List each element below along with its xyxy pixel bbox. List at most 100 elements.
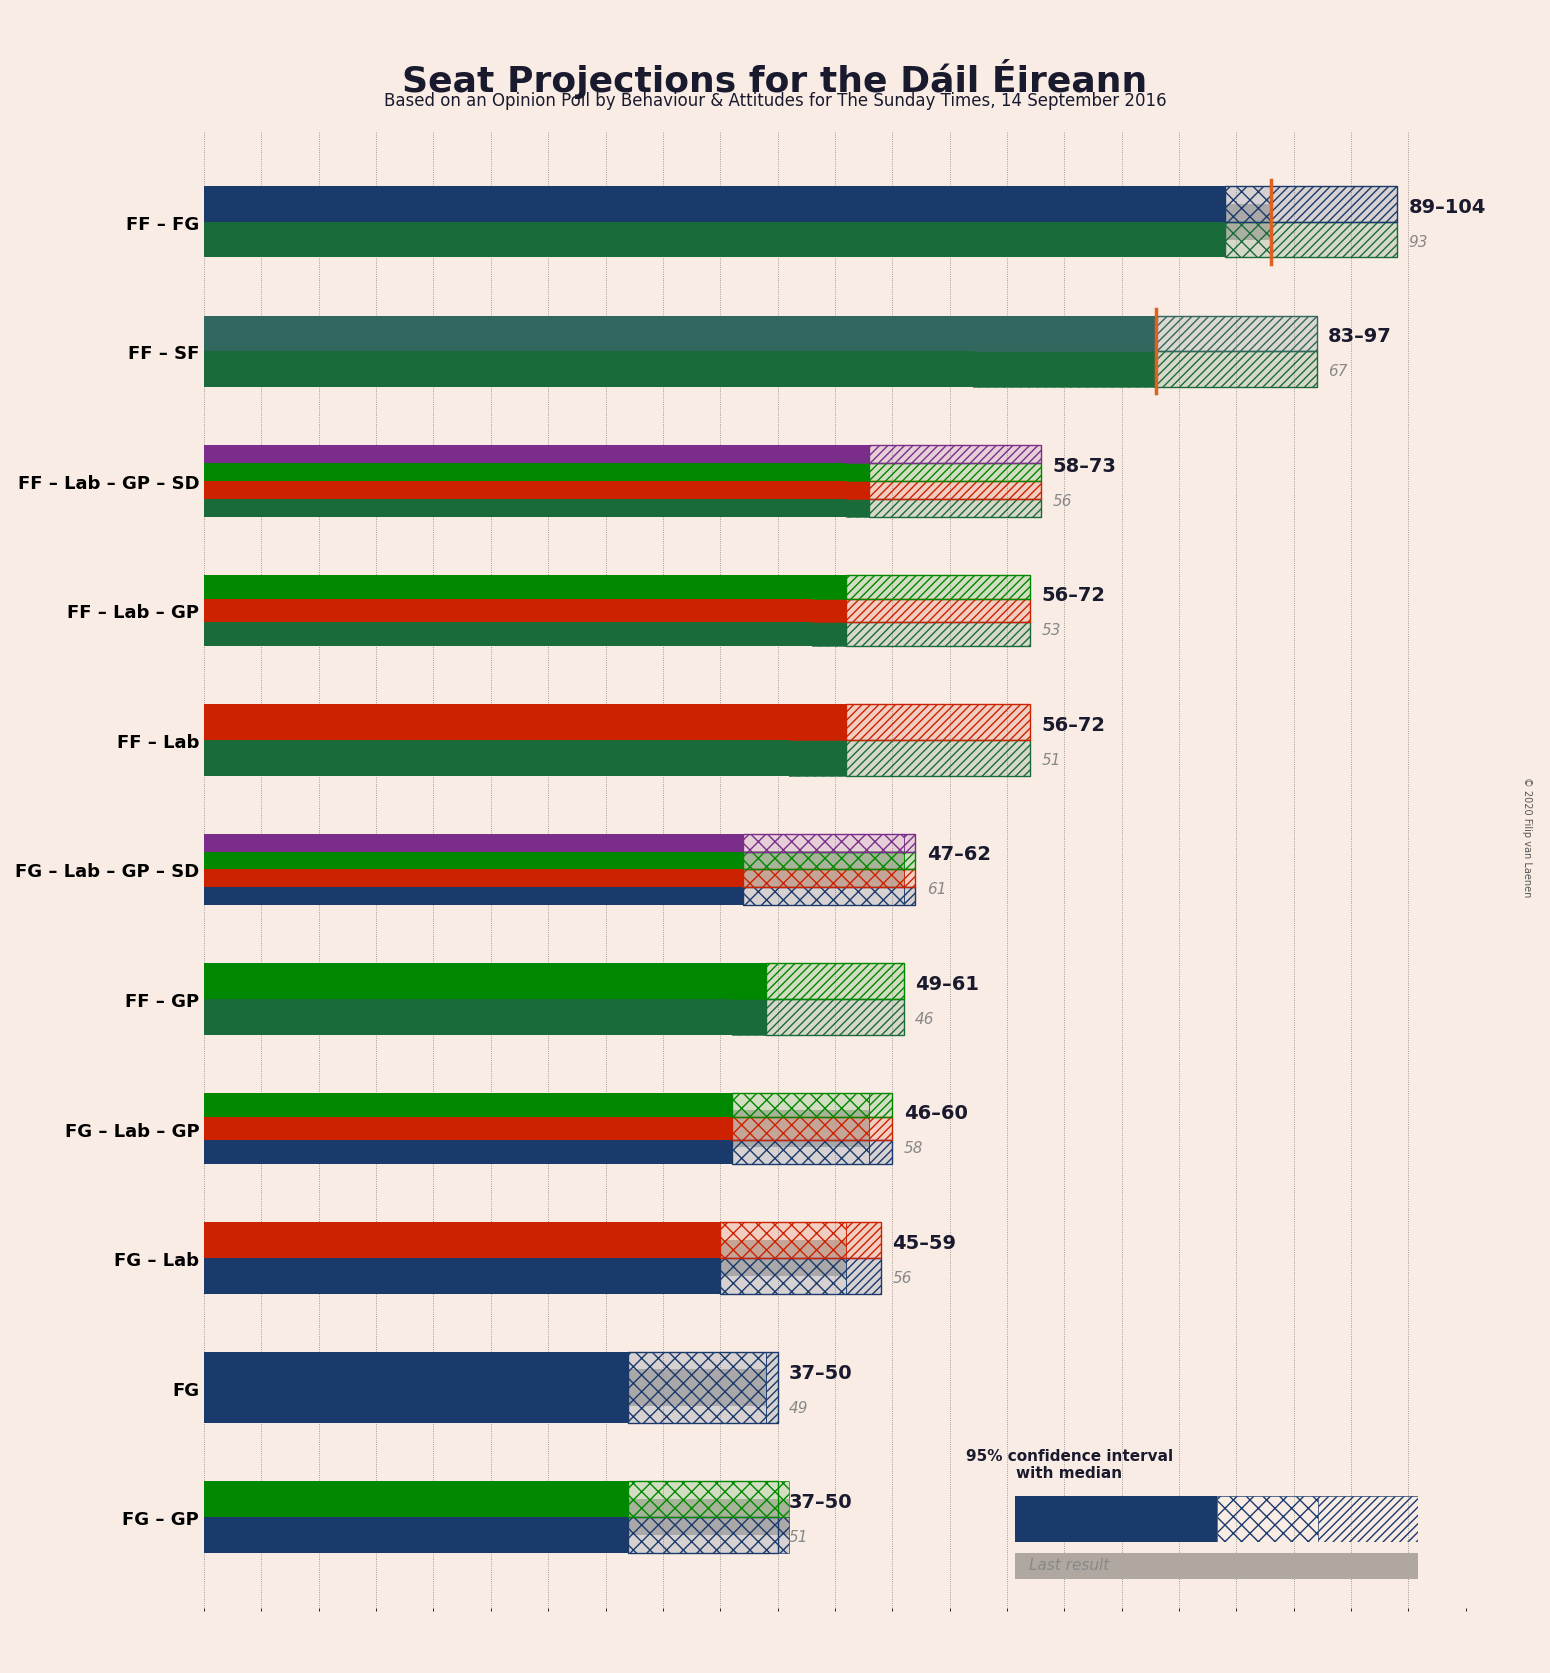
Text: 51: 51 [789, 1529, 809, 1544]
Bar [904, 870, 914, 888]
Bar [846, 463, 1042, 482]
Bar [812, 599, 1029, 622]
Bar [904, 835, 914, 852]
Bar [732, 1141, 870, 1164]
Bar [904, 852, 914, 870]
Bar [846, 447, 1042, 463]
Text: 49: 49 [789, 1400, 809, 1415]
Bar [732, 1118, 870, 1141]
Bar [972, 351, 1316, 388]
Bar [205, 223, 1224, 258]
Bar [870, 1092, 893, 1118]
Bar [205, 835, 742, 852]
Bar [1271, 223, 1397, 258]
Text: 45–59: 45–59 [893, 1233, 956, 1253]
Bar [628, 1482, 789, 1517]
Bar [205, 576, 846, 599]
Bar [766, 1352, 778, 1424]
Bar [904, 852, 914, 870]
Bar [205, 204, 1271, 241]
Bar [1271, 187, 1397, 223]
Bar [742, 835, 904, 852]
Bar [870, 463, 1042, 482]
Bar [205, 852, 904, 888]
Bar [1156, 316, 1316, 351]
Bar [846, 447, 1042, 463]
Bar [972, 351, 1316, 388]
Text: 95% confidence interval
with median: 95% confidence interval with median [966, 1447, 1173, 1481]
Bar [721, 1258, 846, 1293]
Bar [870, 1118, 893, 1141]
Bar [846, 482, 1042, 500]
Text: 37–50: 37–50 [789, 1492, 853, 1511]
Bar [1224, 223, 1271, 258]
Bar [1224, 187, 1271, 223]
Bar [846, 1223, 880, 1258]
Bar [205, 1111, 870, 1148]
Bar [205, 463, 870, 482]
Bar [972, 316, 1316, 351]
Bar [205, 1223, 721, 1258]
Bar [789, 704, 1029, 741]
Text: 93: 93 [1409, 234, 1428, 249]
Text: 58–73: 58–73 [1052, 457, 1116, 475]
Bar [742, 870, 904, 888]
Bar [205, 1370, 766, 1405]
Bar [205, 1352, 628, 1424]
Bar [870, 1092, 893, 1118]
Bar [904, 888, 914, 905]
Bar [205, 1499, 789, 1536]
Bar [846, 622, 1029, 647]
Bar [904, 835, 914, 852]
Bar [732, 964, 904, 999]
Bar [732, 999, 904, 1036]
Bar [732, 999, 904, 1036]
Bar [870, 482, 1042, 500]
Bar [846, 463, 1042, 482]
Bar [742, 888, 904, 905]
Bar [812, 576, 1029, 599]
Bar [846, 500, 1042, 517]
Bar [628, 1482, 789, 1517]
Bar [742, 835, 904, 852]
Text: Last result: Last result [1029, 1558, 1110, 1571]
Text: Seat Projections for the Dáil Éireann: Seat Projections for the Dáil Éireann [403, 59, 1147, 99]
Bar [870, 1141, 893, 1164]
Bar [846, 1258, 880, 1293]
Bar [628, 1517, 789, 1553]
Bar [721, 1223, 846, 1258]
Bar [205, 1482, 628, 1517]
Bar [846, 500, 1042, 517]
Bar [870, 500, 1042, 517]
Text: 49–61: 49–61 [914, 974, 980, 994]
Bar [766, 1352, 778, 1424]
Bar [628, 1352, 778, 1424]
Bar [205, 723, 789, 758]
Bar [1224, 187, 1397, 223]
Bar [846, 1258, 880, 1293]
Bar [205, 999, 766, 1036]
Bar [205, 1240, 846, 1276]
Text: 47–62: 47–62 [927, 845, 990, 863]
Bar [870, 1141, 893, 1164]
Text: 51: 51 [1042, 753, 1060, 768]
Text: 58: 58 [904, 1141, 924, 1156]
Bar [732, 1118, 870, 1141]
Bar [205, 482, 870, 500]
Text: 46: 46 [914, 1012, 935, 1026]
Bar [904, 870, 914, 888]
Text: Based on an Opinion Poll by Behaviour & Attitudes for The Sunday Times, 14 Septe: Based on an Opinion Poll by Behaviour & … [384, 92, 1166, 110]
Bar [732, 1118, 893, 1141]
Bar [205, 852, 742, 870]
Bar [846, 741, 1029, 776]
Bar [205, 704, 846, 741]
Bar [870, 447, 1042, 463]
Bar [205, 187, 1224, 223]
Bar [205, 500, 870, 517]
Text: 89–104: 89–104 [1409, 197, 1486, 217]
Bar [732, 1092, 893, 1118]
Bar [628, 1517, 789, 1553]
Text: 61: 61 [927, 882, 946, 897]
Bar [742, 888, 904, 905]
Bar [846, 576, 1029, 599]
